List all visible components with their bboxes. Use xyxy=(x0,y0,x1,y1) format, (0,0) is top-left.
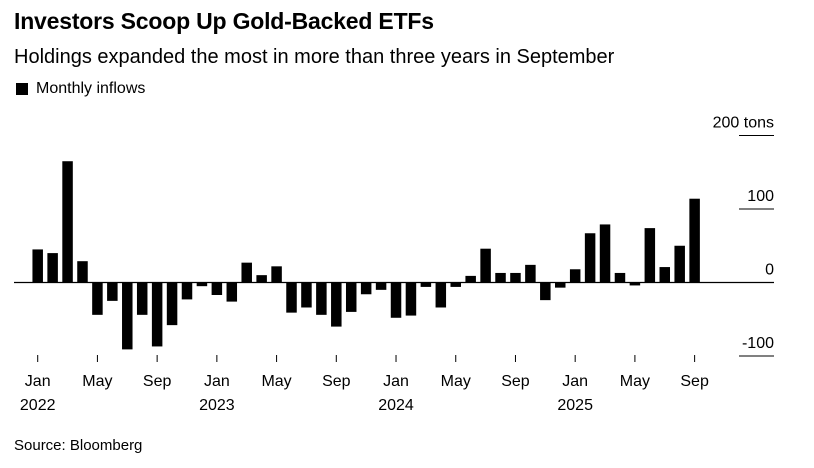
bar xyxy=(375,282,387,290)
bar xyxy=(107,282,118,301)
legend-swatch xyxy=(16,83,28,95)
bar xyxy=(584,233,596,283)
bar xyxy=(136,282,148,315)
bar xyxy=(659,267,671,283)
bar xyxy=(674,245,685,283)
legend: Monthly inflows xyxy=(16,80,145,98)
x-tick-label: May xyxy=(620,373,650,390)
bar xyxy=(435,282,447,308)
bar xyxy=(62,161,73,283)
bar xyxy=(360,282,372,295)
bar xyxy=(181,282,193,300)
y-tick-label: -100 xyxy=(742,335,774,352)
bar xyxy=(510,272,521,283)
bar xyxy=(420,282,432,287)
x-tick-label: Sep xyxy=(143,373,172,390)
bar xyxy=(32,249,43,283)
chart-title: Investors Scoop Up Gold-Backed ETFs xyxy=(14,8,434,34)
x-tick-label: Jan xyxy=(383,373,409,390)
bar xyxy=(495,272,506,283)
bar xyxy=(92,282,103,315)
y-tick-label: 100 xyxy=(747,188,774,205)
legend-label: Monthly inflows xyxy=(36,80,146,97)
bar xyxy=(271,266,282,283)
x-tick-label: Jan xyxy=(562,373,588,390)
bar xyxy=(166,282,178,326)
bar xyxy=(301,282,312,308)
bar xyxy=(614,272,626,283)
x-tick-label: Sep xyxy=(680,373,709,390)
bar xyxy=(555,282,566,288)
bar xyxy=(331,282,342,327)
bar xyxy=(316,282,327,315)
bar xyxy=(480,248,491,283)
x-tick-year-label: 2025 xyxy=(557,397,593,414)
bar xyxy=(569,269,581,283)
y-tick-label: 200 tons xyxy=(713,115,774,132)
bar xyxy=(286,282,297,313)
bar xyxy=(226,282,238,302)
bar xyxy=(629,282,641,286)
bar xyxy=(644,228,656,283)
bar xyxy=(599,224,611,283)
x-tick-label: Jan xyxy=(204,373,230,390)
x-tick-label: Jan xyxy=(25,373,51,390)
bar xyxy=(689,198,700,283)
bar xyxy=(256,275,267,283)
x-tick-label: Sep xyxy=(501,373,530,390)
x-tick-label: Sep xyxy=(322,373,351,390)
source-note: Source: Bloomberg xyxy=(14,437,143,454)
bar xyxy=(345,282,357,312)
x-tick-label: May xyxy=(261,373,291,390)
x-tick-year-label: 2024 xyxy=(378,397,414,414)
bar xyxy=(450,282,461,287)
x-tick-label: May xyxy=(82,373,112,390)
bar xyxy=(465,275,476,283)
x-tick-year-label: 2022 xyxy=(20,397,56,414)
y-tick-label: 0 xyxy=(765,262,774,279)
bar xyxy=(77,261,88,283)
x-tick-label: May xyxy=(441,373,471,390)
x-tick-year-label: 2023 xyxy=(199,397,235,414)
bar xyxy=(241,262,252,283)
bar xyxy=(196,282,208,287)
bar xyxy=(211,282,223,295)
bar xyxy=(405,282,417,316)
chart-subtitle: Holdings expanded the most in more than … xyxy=(14,46,615,68)
bar xyxy=(47,253,58,283)
bar xyxy=(525,264,536,283)
bar xyxy=(122,282,133,350)
bar xyxy=(540,282,551,301)
bar xyxy=(390,282,402,318)
bar xyxy=(151,282,163,347)
